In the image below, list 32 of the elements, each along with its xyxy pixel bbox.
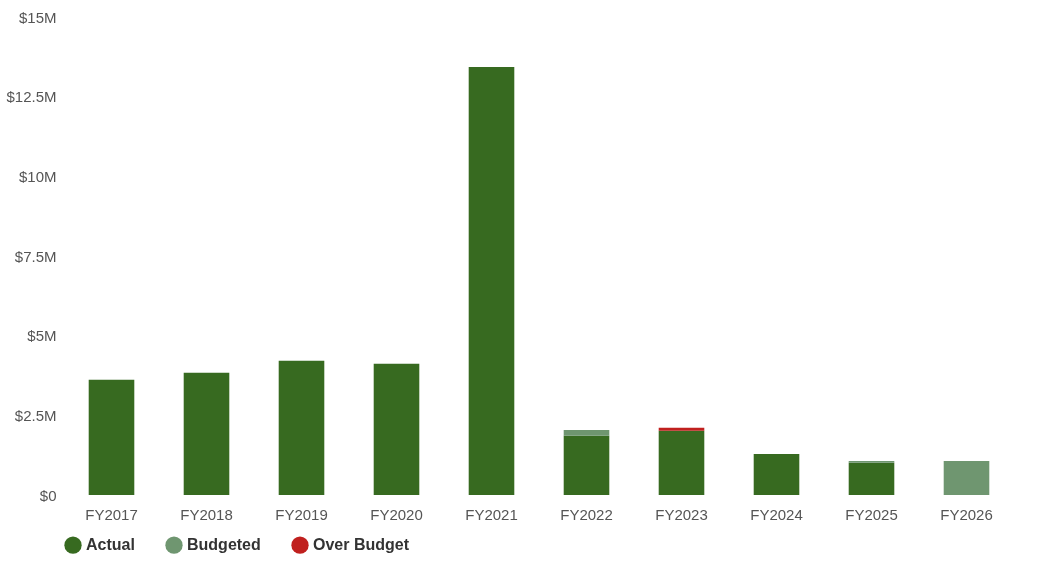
y-tick-label: $2.5M [14, 406, 57, 424]
bar [183, 372, 230, 495]
x-tick-label: FY2022 [560, 505, 613, 523]
bar [848, 462, 895, 495]
x-tick-label: FY2026 [940, 505, 993, 523]
x-tick-label: FY2025 [845, 505, 898, 523]
x-tick-label: FY2024 [750, 505, 803, 523]
bar [658, 427, 705, 431]
y-tick-label: $7.5M [14, 247, 57, 265]
bar [753, 453, 800, 495]
y-tick-label: $12.5M [6, 88, 57, 106]
y-tick-label: $15M [18, 8, 57, 26]
x-tick-label: FY2020 [370, 505, 423, 523]
bar [468, 67, 515, 495]
bar [658, 430, 705, 495]
bar [563, 435, 610, 495]
bar [943, 460, 990, 495]
bar [563, 429, 610, 436]
x-tick-label: FY2023 [655, 505, 708, 523]
bar [88, 379, 135, 495]
y-tick-label: $10M [18, 167, 57, 185]
legend-label: Budgeted [187, 536, 261, 554]
x-tick-label: FY2017 [85, 505, 138, 523]
x-tick-label: FY2019 [275, 505, 328, 523]
x-tick-label: FY2018 [180, 505, 233, 523]
y-tick-label: $0 [39, 486, 57, 504]
legend-label: Over Budget [313, 536, 410, 554]
bar [278, 360, 325, 495]
y-tick-label: $5M [27, 327, 57, 345]
bar [373, 363, 420, 495]
legend-label: Actual [86, 536, 135, 554]
x-tick-label: FY2021 [465, 505, 518, 523]
